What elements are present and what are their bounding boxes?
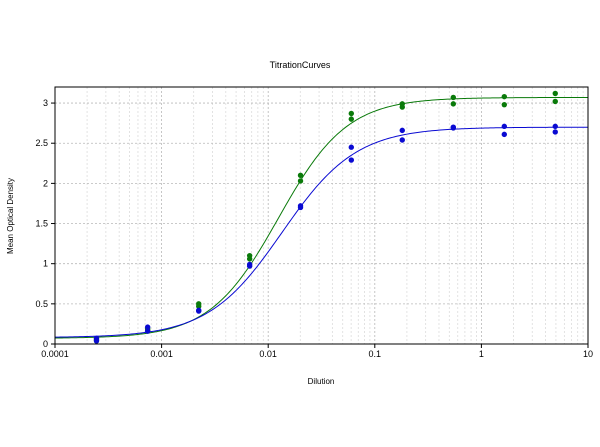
data-point-series-1 [348, 110, 355, 117]
y-tick-label: 1 [43, 259, 48, 269]
x-tick-label: 0.0001 [41, 349, 69, 359]
y-tick-label: 2.5 [35, 138, 48, 148]
x-tick-label: 10 [583, 349, 593, 359]
x-tick-label: 0.001 [150, 349, 173, 359]
data-point-series-1 [501, 93, 508, 100]
data-point-series-2 [297, 204, 304, 211]
data-point-series-1 [196, 303, 202, 309]
y-tick-label: 1.5 [35, 219, 48, 229]
x-axis-ticks: 0.0001 0.001 0.01 0.1 1 10 [41, 344, 593, 359]
data-point-series-1 [450, 94, 456, 101]
data-point-series-2 [93, 338, 100, 344]
data-point-series-2 [501, 131, 508, 138]
data-point-series-2 [348, 144, 355, 150]
fit-curve-series-1 [54, 96, 588, 339]
data-point-series-1 [552, 98, 558, 105]
x-tick-label: 1 [479, 349, 484, 359]
y-axis-ticks: 0 0.5 1 1.5 2 2.5 3 [35, 98, 55, 349]
y-tick-label: 3 [43, 98, 48, 108]
y-axis-label: Mean Optical Density [6, 178, 15, 254]
data-point-series-2 [399, 137, 405, 143]
data-point-series-2 [348, 157, 355, 163]
grid-lines [54, 87, 589, 345]
data-point-series-2 [552, 123, 558, 130]
data-point-series-2 [144, 328, 151, 334]
data-point-series-2 [246, 263, 253, 269]
data-point-series-1 [297, 172, 304, 179]
x-axis-label: Dilution [308, 377, 335, 386]
data-point-series-2 [450, 125, 456, 131]
data-point-series-1 [348, 116, 355, 122]
data-point-series-2 [144, 324, 151, 330]
y-tick-label: 2 [43, 178, 48, 188]
data-point-series-1 [552, 90, 558, 97]
data-point-series-2 [552, 129, 558, 135]
y-tick-label: 0.5 [35, 299, 48, 309]
data-point-series-2 [196, 308, 202, 314]
data-point-series-1 [297, 178, 304, 184]
data-point-series-1 [399, 104, 405, 110]
fit-curve-series-2 [54, 126, 588, 338]
y-tick-label: 0 [43, 339, 48, 349]
x-tick-label: 0.1 [369, 349, 382, 359]
plot-frame [54, 86, 589, 345]
chart-title: TitrationCurves [270, 60, 331, 70]
fit-curves [54, 96, 588, 339]
data-point-series-1 [501, 101, 508, 108]
data-point-series-2 [399, 127, 405, 134]
x-tick-label: 0.01 [259, 349, 277, 359]
data-points [93, 90, 558, 344]
data-point-series-2 [501, 123, 508, 130]
data-point-series-1 [246, 256, 253, 262]
data-point-series-1 [450, 101, 456, 107]
